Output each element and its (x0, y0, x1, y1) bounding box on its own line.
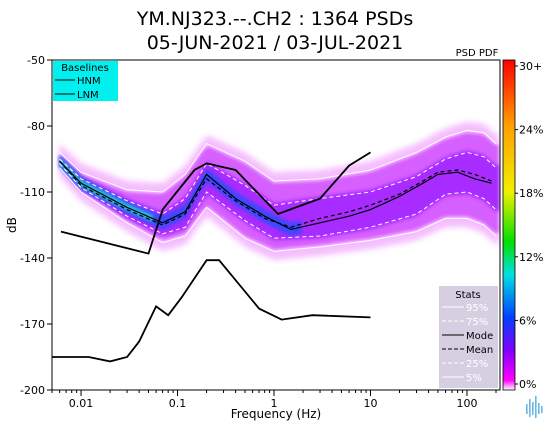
baselines-legend: Baselines HNM LNM (53, 61, 118, 101)
colorbar-tick-label: 0% (519, 378, 536, 391)
stats-label-95: 95% (466, 303, 488, 314)
lnm-legend-label: LNM (77, 90, 99, 101)
series-mode (59, 160, 492, 231)
hnm-legend-label: HNM (77, 76, 101, 87)
y-axis-label: dB (5, 217, 19, 233)
colorbar-tick-label: 18% (519, 187, 543, 200)
y-tick-label: -110 (20, 186, 45, 199)
lnm-baseline (52, 259, 371, 363)
colorbar (502, 59, 516, 391)
baseline-layer (52, 151, 371, 363)
stats-legend: Stats 95% 75% Mode Mean 25% 5% (439, 286, 498, 388)
x-tick-label: 10 (363, 397, 377, 410)
y-tick-label: -170 (20, 318, 45, 331)
x-axis: 0.01 0.1 1 10 100 (51, 390, 497, 410)
colorbar-ticks: 30+ 24% 18% 12% 6% 0% (515, 60, 543, 391)
x-axis-label: Frequency (Hz) (231, 407, 322, 421)
x-tick-label: 0.01 (69, 397, 94, 410)
stats-label-75: 75% (466, 317, 488, 328)
hnm-baseline (60, 151, 371, 255)
series-75-pct (59, 151, 497, 215)
chart-title: YM.NJ323.--.CH2 : 1364 PSDs (136, 8, 413, 30)
plot-frame (51, 59, 501, 391)
stats-label-25: 25% (466, 359, 488, 370)
baselines-legend-title: Baselines (61, 63, 109, 74)
colorbar-tick-label: 6% (519, 314, 536, 327)
density-band-hot (59, 157, 153, 222)
colorbar-label: PSD PDF (456, 48, 499, 59)
y-axis: -50 -80 -110 -140 -170 -200 (20, 54, 52, 397)
x-tick-label: 1 (271, 397, 278, 410)
stats-label-mode: Mode (466, 331, 493, 342)
x-tick-label: 100 (456, 397, 477, 410)
y-tick-label: -200 (20, 384, 45, 397)
stats-label-mean: Mean (466, 345, 493, 356)
stats-legend-title: Stats (455, 290, 481, 301)
stats-label-5: 5% (466, 373, 482, 384)
density-layer (52, 121, 499, 363)
colorbar-tick-label: 24% (519, 124, 543, 137)
x-tick-label: 0.1 (169, 397, 187, 410)
y-tick-label: -140 (20, 252, 45, 265)
y-tick-label: -80 (27, 120, 45, 133)
series-25-pct (59, 163, 497, 239)
y-tick-label: -50 (27, 54, 45, 67)
colorbar-tick-label: 12% (519, 251, 543, 264)
colorbar-tick-label: 30+ (519, 60, 542, 73)
series-95-pct (59, 129, 497, 193)
series-mean (59, 160, 492, 228)
chart-subtitle: 05-JUN-2021 / 03-JUL-2021 (147, 32, 404, 54)
series-5-pct (59, 167, 497, 252)
stats-legend-box (439, 286, 498, 388)
waveform-logo-icon (526, 396, 543, 418)
series-layer (59, 129, 497, 252)
